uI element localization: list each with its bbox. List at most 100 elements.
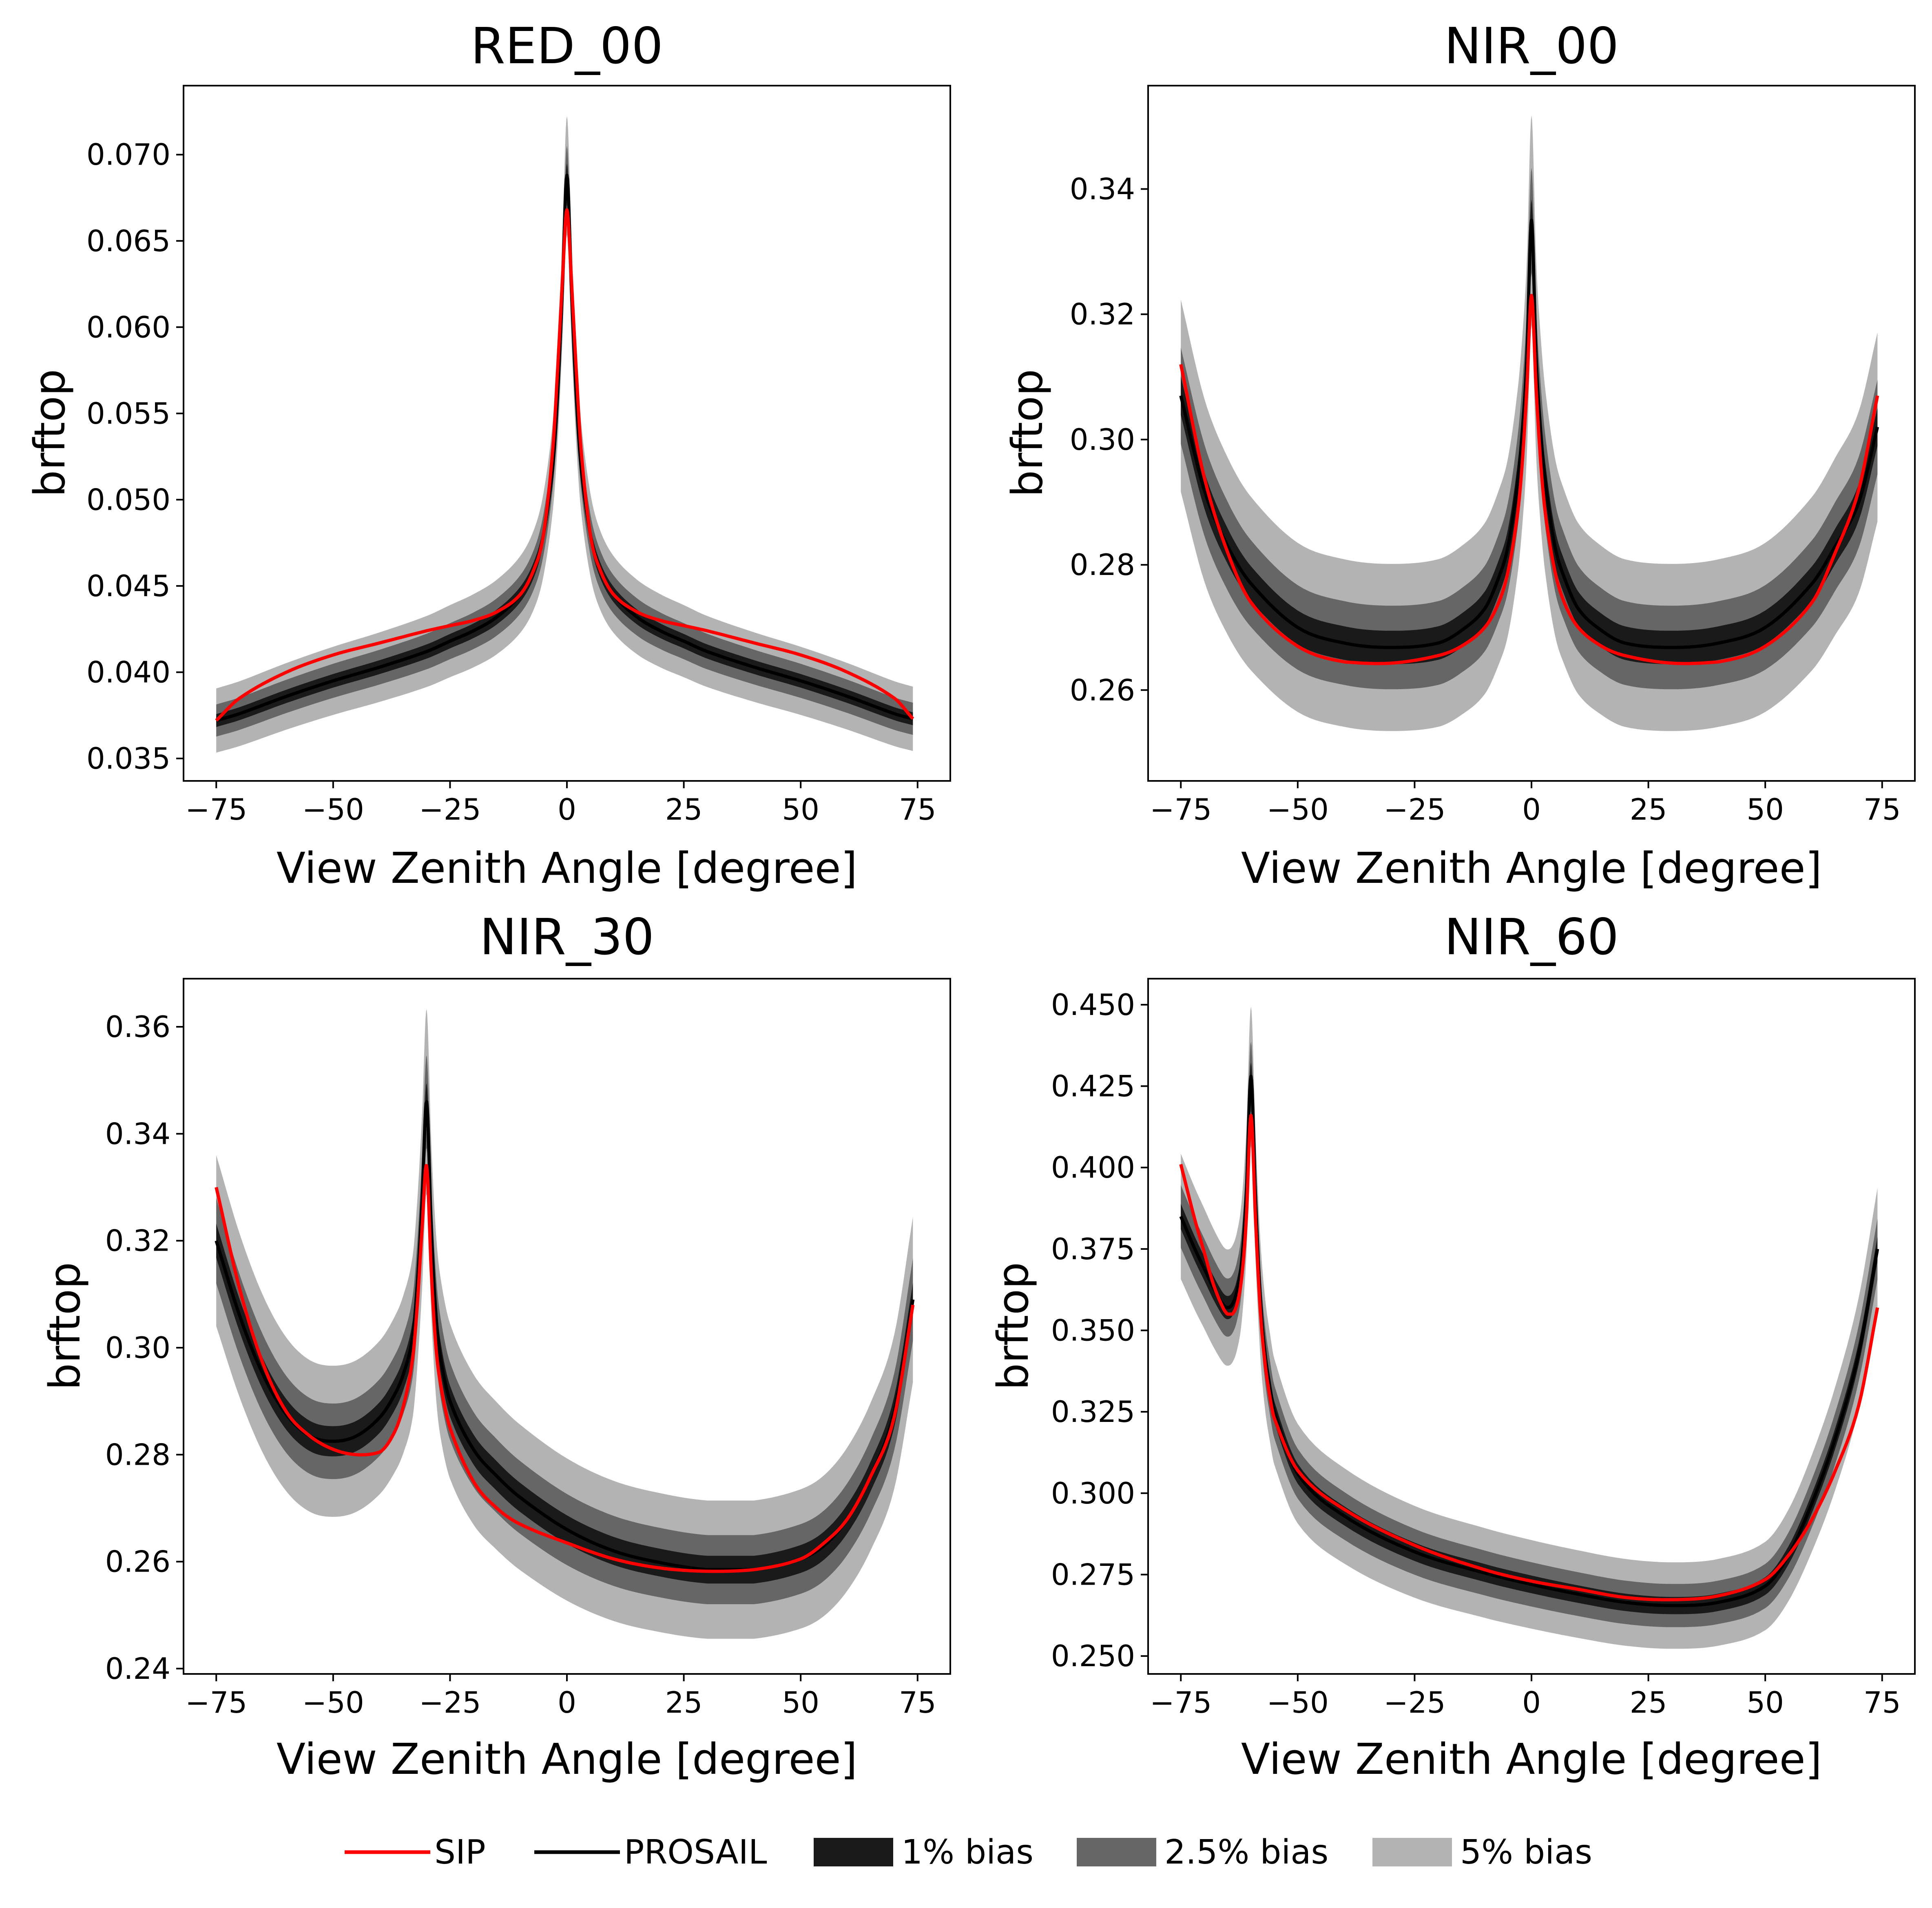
y-tick-label: 0.26 bbox=[1070, 673, 1135, 707]
y-tick-label: 0.400 bbox=[1051, 1150, 1135, 1185]
y-tick-label: 0.36 bbox=[105, 1010, 170, 1044]
legend-label: 5% bias bbox=[1460, 1833, 1592, 1872]
series-line-sip bbox=[1179, 1114, 1879, 1601]
y-tick-label: 0.425 bbox=[1051, 1069, 1135, 1103]
series-line-prosail bbox=[216, 174, 914, 722]
x-tick-label: 25 bbox=[665, 1685, 703, 1720]
x-tick-label: 50 bbox=[1746, 1685, 1784, 1720]
x-tick-label: −50 bbox=[1267, 1685, 1329, 1720]
y-tick-label: 0.300 bbox=[1051, 1476, 1135, 1510]
y-tick-label: 0.350 bbox=[1051, 1313, 1135, 1347]
x-tick-label: −50 bbox=[302, 1685, 364, 1720]
legend-item-sip: SIP bbox=[345, 1833, 486, 1872]
y-tick-label: 0.070 bbox=[86, 137, 170, 172]
y-axis-label: brftop bbox=[1003, 369, 1052, 497]
y-tick-label: 0.040 bbox=[86, 655, 170, 689]
x-axis-label: View Zenith Angle [degree] bbox=[277, 1734, 857, 1784]
y-tick-label: 0.375 bbox=[1051, 1232, 1135, 1266]
legend-item-bias-5: 5% bias bbox=[1372, 1833, 1592, 1872]
panel-red-00: RED_00 View Zenith Angle [degree] brftop… bbox=[25, 17, 951, 893]
bias-band-5-bias bbox=[1181, 115, 1878, 731]
x-tick-label: 75 bbox=[1863, 792, 1901, 827]
legend-item-bias-1: 1% bias bbox=[814, 1833, 1033, 1872]
y-tick-label: 0.32 bbox=[105, 1224, 170, 1258]
x-tick-label: 25 bbox=[665, 792, 703, 827]
y-tick-label: 0.30 bbox=[1070, 422, 1135, 457]
x-tick-label: −25 bbox=[1383, 792, 1445, 827]
x-axis-label: View Zenith Angle [degree] bbox=[277, 843, 857, 893]
y-tick-label: 0.045 bbox=[86, 569, 170, 603]
y-tick-label: 0.26 bbox=[105, 1545, 170, 1579]
bias-band-1-bias bbox=[216, 1083, 913, 1584]
x-tick-label: 0 bbox=[558, 792, 576, 827]
bias-band-5-bias bbox=[1181, 1006, 1878, 1649]
legend-label: SIP bbox=[434, 1833, 486, 1872]
x-tick-label: −75 bbox=[185, 792, 247, 827]
panel-nir-60: NIR_60 View Zenith Angle [degree] brftop… bbox=[988, 908, 1916, 1784]
plot-area: −75 −50 −25 0 25 50 75 0.250 0.275 0.300 0.325 0.35… bbox=[1051, 978, 1916, 1720]
y-tick-label: 0.24 bbox=[105, 1652, 170, 1686]
y-tick-label: 0.32 bbox=[1070, 297, 1135, 332]
x-tick-label: 0 bbox=[1522, 792, 1541, 827]
x-tick-label: −25 bbox=[419, 1685, 481, 1720]
panel-title: NIR_00 bbox=[1444, 17, 1619, 75]
series-line-prosail bbox=[1179, 219, 1879, 649]
y-tick-label: 0.050 bbox=[86, 482, 170, 517]
series-line-sip bbox=[215, 1164, 915, 1573]
legend-swatch-bias-1 bbox=[814, 1838, 893, 1866]
y-tick-label: 0.28 bbox=[1070, 548, 1135, 582]
x-tick-label: −75 bbox=[1150, 792, 1212, 827]
x-tick-label: −50 bbox=[302, 792, 364, 827]
x-tick-label: 75 bbox=[899, 1685, 936, 1720]
y-tick-label: 0.325 bbox=[1051, 1395, 1135, 1429]
plot-area: −75 −50 −25 0 25 50 75 0.24 0.26 0.28 0.30 0.32 0.34… bbox=[105, 978, 951, 1720]
x-tick-label: −25 bbox=[419, 792, 481, 827]
y-tick-label: 0.30 bbox=[105, 1331, 170, 1365]
y-tick-label: 0.28 bbox=[105, 1437, 170, 1472]
panel-title: RED_00 bbox=[471, 17, 663, 75]
y-axis-label: brftop bbox=[988, 1262, 1038, 1390]
y-tick-label: 0.450 bbox=[1051, 988, 1135, 1022]
y-tick-label: 0.065 bbox=[86, 224, 170, 258]
x-tick-label: 0 bbox=[1522, 1685, 1541, 1720]
bias-band-2-5-bias bbox=[216, 1055, 913, 1604]
x-tick-label: 75 bbox=[899, 792, 936, 827]
panel-title: NIR_30 bbox=[480, 908, 654, 966]
panel-nir-30: NIR_30 View Zenith Angle [degree] brftop… bbox=[40, 908, 951, 1784]
y-tick-label: 0.34 bbox=[105, 1117, 170, 1151]
y-tick-label: 0.250 bbox=[1051, 1639, 1135, 1673]
y-axis-label: brftop bbox=[25, 369, 75, 497]
legend: SIP PROSAIL 1% bias 2.5% bias 5% bias bbox=[345, 1833, 1592, 1872]
legend-label: 1% bias bbox=[901, 1833, 1033, 1872]
x-tick-label: 75 bbox=[1863, 1685, 1901, 1720]
legend-item-bias-2-5: 2.5% bias bbox=[1077, 1833, 1328, 1872]
x-axis-label: View Zenith Angle [degree] bbox=[1241, 843, 1822, 893]
panel-title: NIR_60 bbox=[1444, 908, 1619, 966]
plot-area: −75 −50 −25 0 25 50 75 0.26 0.28 0.30 0.32 0.34 bbox=[1070, 85, 1916, 827]
series-line-prosail bbox=[1179, 1074, 1879, 1607]
series-line-sip bbox=[1179, 294, 1879, 665]
legend-label: PROSAIL bbox=[624, 1833, 767, 1872]
x-tick-label: 50 bbox=[1746, 792, 1784, 827]
panel-nir-00: NIR_00 View Zenith Angle [degree] brftop… bbox=[1003, 17, 1916, 893]
x-tick-label: −75 bbox=[1150, 1685, 1212, 1720]
y-axis-label: brftop bbox=[40, 1262, 90, 1390]
series-line-sip bbox=[215, 208, 914, 722]
legend-swatch-bias-2-5 bbox=[1077, 1838, 1156, 1866]
x-tick-label: 50 bbox=[782, 792, 819, 827]
legend-label: 2.5% bias bbox=[1164, 1833, 1328, 1872]
y-tick-label: 0.055 bbox=[86, 396, 170, 431]
x-tick-label: −25 bbox=[1383, 1685, 1445, 1720]
x-tick-label: −50 bbox=[1267, 792, 1329, 827]
plot-area: −75 −50 −25 0 25 50 75 0.035 0.040 0.045 0.050 0.05… bbox=[86, 85, 951, 827]
y-tick-label: 0.035 bbox=[86, 741, 170, 776]
x-tick-label: 25 bbox=[1630, 792, 1667, 827]
y-tick-label: 0.275 bbox=[1051, 1557, 1135, 1592]
x-tick-label: −75 bbox=[185, 1685, 247, 1720]
legend-item-prosail: PROSAIL bbox=[534, 1833, 767, 1872]
x-tick-label: 50 bbox=[782, 1685, 819, 1720]
y-tick-label: 0.34 bbox=[1070, 172, 1135, 206]
x-axis-label: View Zenith Angle [degree] bbox=[1241, 1734, 1822, 1784]
x-tick-label: 25 bbox=[1630, 1685, 1667, 1720]
